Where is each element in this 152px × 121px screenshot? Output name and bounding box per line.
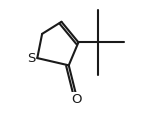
Text: O: O [71, 93, 82, 106]
Text: S: S [27, 52, 35, 65]
